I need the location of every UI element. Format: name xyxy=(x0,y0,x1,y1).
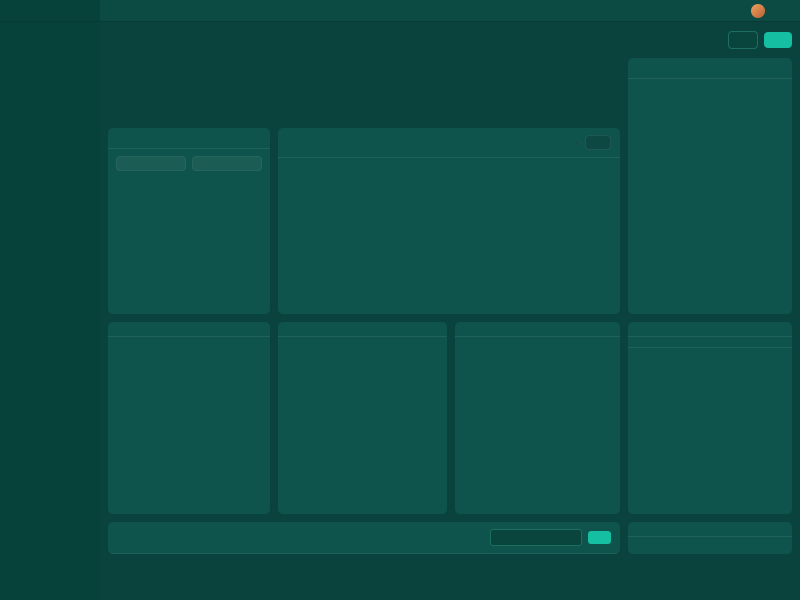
order-statistics-card xyxy=(278,128,620,314)
recent-transactions-card xyxy=(628,322,792,514)
date-range-picker[interactable] xyxy=(728,31,758,49)
last-week-stat xyxy=(192,156,262,171)
user-menu[interactable] xyxy=(751,3,769,18)
calendar-icon xyxy=(737,36,745,44)
visitors-sort-by[interactable] xyxy=(252,135,261,141)
country-sales-card xyxy=(108,322,270,514)
send-icon xyxy=(596,139,603,146)
chevron-down-icon xyxy=(255,135,261,141)
chevron-down-icon xyxy=(598,535,604,541)
kpi-row xyxy=(108,58,620,120)
order-stats-legend xyxy=(278,158,620,170)
gender-gauge-chart xyxy=(278,337,447,411)
visitors-legend xyxy=(108,305,270,314)
top-selling-card xyxy=(628,58,792,314)
export-report-button[interactable] xyxy=(764,32,792,48)
top-selling-donut-chart xyxy=(628,79,792,195)
visitors-browser-card xyxy=(628,522,792,554)
avatar xyxy=(751,3,765,18)
visitors-gender-card xyxy=(278,322,447,514)
sidebar xyxy=(0,22,100,600)
brand-logo[interactable] xyxy=(0,0,100,21)
chevron-down-icon xyxy=(777,65,783,71)
orders-sort-button[interactable] xyxy=(588,531,611,544)
order-stats-tabs xyxy=(575,140,579,145)
main-content xyxy=(100,22,800,600)
search-input[interactable] xyxy=(490,529,582,546)
visitors-report-card xyxy=(108,128,270,314)
top-header xyxy=(0,0,800,22)
hamburger-icon[interactable] xyxy=(110,5,121,16)
download-icon xyxy=(772,36,780,44)
order-export-button[interactable] xyxy=(585,135,611,150)
welcome-row xyxy=(108,31,792,49)
recent-orders-card xyxy=(108,522,620,554)
gear-icon[interactable] xyxy=(779,5,790,16)
recent-activity-card xyxy=(455,322,620,514)
order-stats-line-chart xyxy=(278,170,620,314)
visitors-bar-chart xyxy=(108,173,270,305)
this-week-stat xyxy=(116,156,186,171)
brand-diamond-icon xyxy=(43,5,54,16)
top-selling-sort-by[interactable] xyxy=(774,65,783,71)
